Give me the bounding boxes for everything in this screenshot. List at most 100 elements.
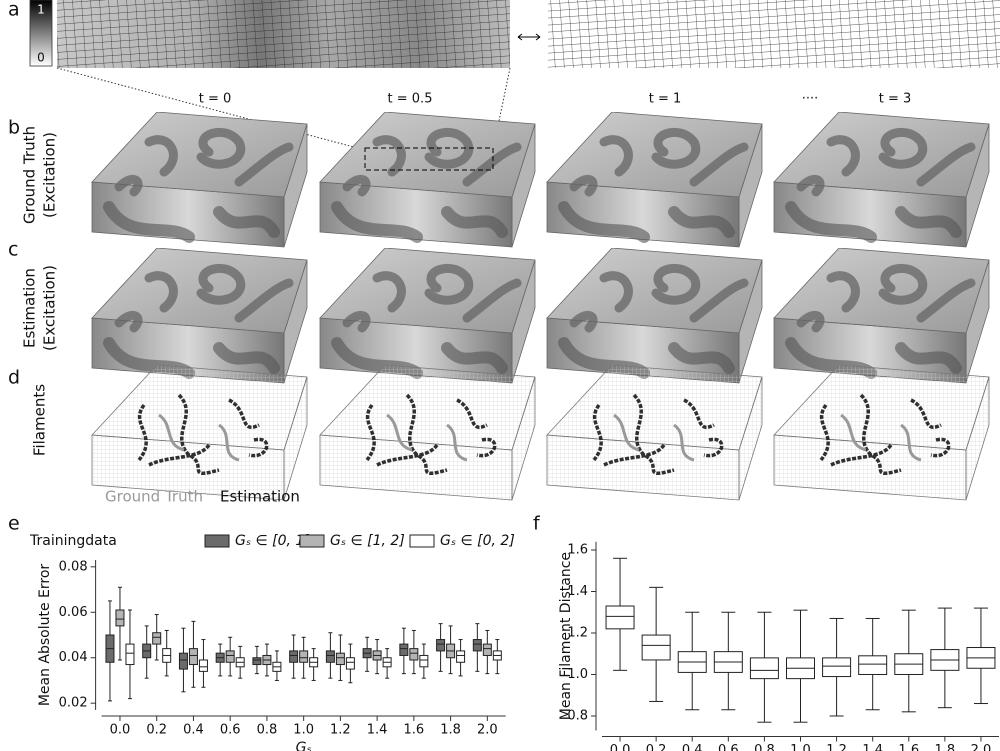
volume-render [318, 365, 537, 502]
double-arrow [517, 33, 541, 41]
box [409, 648, 419, 661]
x-tick-label: 0.8 [257, 723, 278, 738]
panel-label: c [8, 239, 18, 261]
x-tick-label: 2.0 [971, 743, 992, 751]
box [125, 643, 135, 666]
box [289, 650, 299, 663]
x-tick-label: 1.6 [404, 723, 425, 738]
volume-render [774, 248, 989, 383]
volume-render [90, 365, 309, 502]
legend-ground-truth: Ground Truth [105, 488, 203, 506]
y-axis-label: Mean Filament Distance [558, 552, 574, 720]
x-tick-label: 1.4 [862, 743, 883, 751]
volume-render [772, 365, 991, 502]
panel-label: b [8, 117, 20, 139]
row-label: Ground Truth [21, 126, 39, 224]
panel-label: d [8, 367, 20, 389]
legend-swatch [299, 534, 325, 548]
volume-render [774, 112, 989, 247]
box [419, 654, 429, 668]
legend-swatch [204, 534, 230, 548]
y-tick-label: 1.2 [567, 625, 588, 640]
box [225, 650, 235, 663]
x-tick-label: 1.6 [898, 743, 919, 751]
legend-label: Gₛ ∈ [0, 1] [235, 533, 310, 549]
box [178, 652, 188, 670]
box [472, 639, 482, 652]
panel-label: e [8, 513, 20, 535]
box [299, 650, 309, 663]
box [198, 659, 208, 672]
time-label: t = 0.5 [388, 92, 433, 107]
colorbar [29, 0, 53, 67]
row-label: (Excitation) [41, 132, 59, 218]
legend-label: Gₛ ∈ [0, 2] [440, 533, 515, 549]
x-tick-label: 0.0 [610, 743, 631, 751]
box [858, 655, 888, 675]
legend-label: Gₛ ∈ [1, 2] [330, 533, 405, 549]
box [335, 652, 345, 666]
mesh-overlay [57, 0, 510, 68]
x-tick-label: 1.8 [935, 743, 956, 751]
box [822, 657, 852, 678]
row-label: Estimation [21, 268, 39, 348]
x-tick-label: 1.4 [367, 723, 388, 738]
row-label: Filaments [31, 384, 49, 456]
y-tick-label: 0.04 [59, 650, 88, 665]
volume-render [547, 112, 762, 247]
box [482, 643, 492, 656]
colorbar-max: 1 [37, 3, 45, 17]
x-tick-label: 1.2 [826, 743, 847, 751]
volume-render [92, 112, 307, 247]
x-tick-label: 2.0 [477, 723, 498, 738]
row-label: (Excitation) [41, 265, 59, 351]
mesh-deformed [548, 0, 1000, 68]
volume-render [320, 112, 535, 247]
zoom-box [364, 147, 494, 171]
x-tick-label: 0.2 [146, 723, 167, 738]
box [399, 643, 409, 656]
box [345, 657, 355, 670]
y-tick-label: 1.6 [567, 542, 588, 557]
volume-render [320, 248, 535, 383]
x-tick-label: 0.6 [220, 723, 241, 738]
top-texts: a b c d e f t = 0 t = 0.5 t = 1 ···· t = 3 Ground T… [8, 0, 989, 535]
time-label: t = 0 [199, 92, 232, 107]
box [325, 650, 335, 663]
y-tick-label: 0.8 [567, 708, 588, 723]
panel-label: a [8, 0, 20, 21]
box [188, 648, 198, 666]
y-tick-label: 1.4 [567, 584, 588, 599]
x-tick-label: 0.0 [110, 723, 131, 738]
x-tick-label: 0.4 [183, 723, 204, 738]
box [641, 634, 671, 661]
x-tick-label: 0.6 [718, 743, 739, 751]
x-tick-label: 0.2 [646, 743, 667, 751]
box [252, 657, 262, 666]
volume-render [545, 365, 764, 502]
box [456, 650, 466, 663]
box [152, 632, 162, 645]
x-tick-label: 0.4 [682, 743, 703, 751]
y-tick-label: 1.0 [567, 667, 588, 682]
colorbar-min: 0 [37, 51, 45, 65]
box [605, 605, 635, 630]
x-tick-label: 1.0 [293, 723, 314, 738]
time-label: t = 3 [879, 92, 912, 107]
x-tick-label: 1.2 [330, 723, 351, 738]
volume-render [547, 248, 762, 383]
legend-swatch [409, 534, 435, 548]
chart-e: 0.02 0.04 0.06 0.08 Mean Absolute Error Gₛ 0.0… [29, 533, 515, 751]
legend-title: Trainingdata [29, 533, 117, 549]
y-tick-label: 0.02 [59, 696, 88, 711]
zoom-lines [56, 67, 511, 151]
box [436, 639, 446, 652]
y-axis-label: Mean Absolute Error [37, 564, 53, 707]
panel-label: f [533, 513, 541, 535]
time-label: ···· [802, 92, 819, 107]
legend-estimation: Estimation [220, 488, 300, 506]
x-axis-label: Gₛ [296, 740, 312, 751]
time-label: t = 1 [649, 92, 682, 107]
